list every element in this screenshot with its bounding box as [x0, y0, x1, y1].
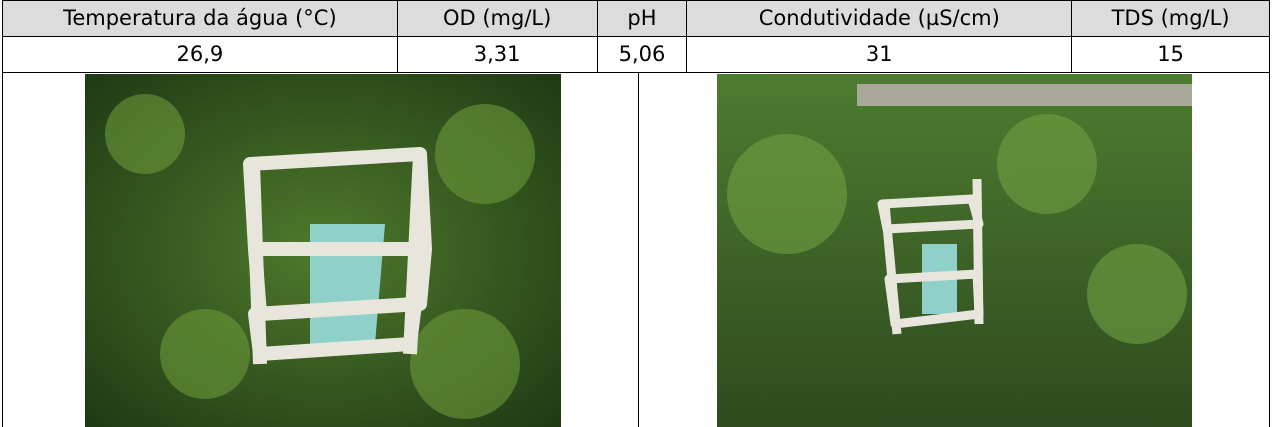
value-cell: 31: [686, 36, 1073, 73]
data-table: Temperatura da água (°C) OD (mg/L) pH Co…: [2, 0, 1270, 73]
value-cell: 26,9: [2, 36, 398, 73]
photo-right: [717, 74, 1192, 427]
header-cell: pH: [596, 0, 688, 37]
border: [2, 72, 3, 427]
value-cell: 5,06: [596, 36, 688, 73]
photo-row: [2, 72, 1270, 427]
header-cell: TDS (mg/L): [1071, 0, 1270, 37]
header-row: Temperatura da água (°C) OD (mg/L) pH Co…: [2, 0, 1270, 37]
border: [638, 72, 639, 427]
photo-left: [85, 74, 561, 427]
value-cell: 3,31: [396, 36, 598, 73]
header-cell: OD (mg/L): [396, 0, 598, 37]
value-row: 26,9 3,31 5,06 31 15: [2, 36, 1270, 73]
header-cell: Temperatura da água (°C): [2, 0, 398, 37]
border: [1269, 72, 1270, 427]
value-cell: 15: [1071, 36, 1270, 73]
header-cell: Condutividade (µS/cm): [686, 0, 1073, 37]
